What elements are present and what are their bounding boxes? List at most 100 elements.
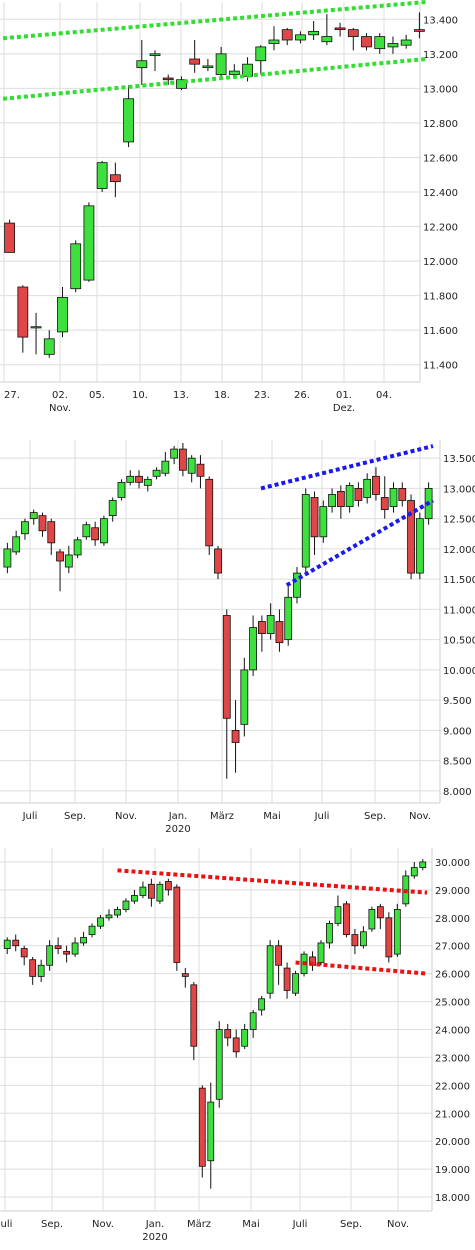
candle-body: [71, 942, 79, 955]
candle-body: [363, 478, 372, 498]
candle-body: [143, 478, 152, 486]
candles: [4, 12, 425, 358]
candle-body: [97, 917, 104, 927]
candle-body: [12, 536, 21, 553]
x-tick-label: Nov.: [387, 1219, 409, 1230]
candle-body: [29, 959, 37, 977]
x-tick-label: März: [187, 1219, 211, 1230]
candle-body: [387, 43, 399, 48]
candle-body: [284, 596, 293, 641]
y-tick-label: 13.500: [443, 454, 475, 465]
y-tick-label: 12.500: [443, 515, 475, 526]
trend-line: [117, 868, 428, 895]
x-tick-label: Mai: [263, 811, 281, 822]
candle-body: [419, 861, 427, 868]
y-tick-label: 18.000: [435, 1193, 470, 1204]
y-tick-label: 12.200: [423, 223, 458, 234]
candle-body: [224, 1029, 232, 1039]
x-tick-label: Jan.: [145, 1219, 165, 1230]
x-tick-label: 04.: [376, 390, 392, 401]
candle-body: [222, 615, 231, 719]
candle-body: [295, 34, 306, 41]
candle-body: [410, 867, 418, 877]
candle-body: [17, 286, 29, 338]
candle-body: [266, 615, 275, 634]
candle-body: [232, 1037, 240, 1053]
candle-body: [21, 521, 29, 535]
x-tick-label: 10.: [132, 390, 148, 401]
y-tick-label: 10.000: [443, 666, 475, 677]
trend-line: [2, 57, 427, 101]
candle-body: [268, 39, 280, 44]
candle-body: [372, 475, 380, 495]
candle-body: [109, 174, 121, 183]
candle-body: [88, 925, 96, 935]
candle-body: [57, 296, 68, 333]
candle-body: [215, 53, 227, 75]
candle-body: [415, 518, 424, 574]
candle-body: [189, 58, 201, 65]
y-tick-label: 19.000: [435, 1165, 470, 1176]
y-tick-label: 12.000: [423, 257, 458, 268]
candle-body: [317, 942, 325, 963]
y-tick-label: 11.600: [423, 326, 458, 337]
candle-body: [361, 36, 372, 48]
candle-body: [343, 903, 350, 935]
candles: [3, 859, 427, 1189]
candle-body: [181, 973, 189, 977]
x-tick-label: 02.: [52, 390, 68, 401]
candle-body: [308, 30, 320, 36]
candle-body: [114, 909, 121, 916]
candle-body: [207, 1101, 215, 1162]
candle-body: [345, 484, 354, 507]
candle-body: [73, 539, 82, 556]
y-tick-label: 9.500: [443, 696, 472, 707]
x-tick-label: 18.: [214, 390, 230, 401]
candle-body: [46, 945, 54, 966]
candle-body: [385, 917, 393, 958]
x-tick-sublabel: Dez.: [333, 403, 355, 414]
y-tick-label: 25.000: [435, 998, 470, 1009]
candle-body: [292, 973, 299, 994]
candle-body: [334, 27, 346, 31]
candle-body: [413, 29, 425, 32]
trend-line: [260, 444, 434, 491]
candle-body: [122, 900, 130, 910]
trend-line: [285, 498, 435, 587]
y-tick-label: 13.400: [423, 15, 458, 26]
candle-body: [293, 572, 301, 598]
candle-body: [400, 39, 412, 46]
candle-body: [37, 964, 45, 977]
x-tick-label: Nov.: [92, 1219, 114, 1230]
candle-body: [319, 506, 328, 538]
y-tick-label: 8.500: [443, 757, 472, 768]
candle-body: [275, 945, 283, 966]
candle-body: [47, 521, 56, 544]
trend-line: [2, 0, 427, 41]
y-tick-label: 13.000: [443, 484, 475, 495]
x-tick-label: Nov.: [115, 811, 137, 822]
x-tick-label: Juli: [0, 1219, 12, 1230]
candle-body: [162, 77, 174, 81]
y-tick-label: 12.000: [443, 545, 475, 556]
dax-weekly-chart-1: 13.500 13.000 12.500 12.000 11.500 11.000 10.5…: [0, 440, 475, 835]
candle-body: [3, 548, 12, 568]
y-tick-label: 30.000: [435, 858, 470, 869]
x-tick-label: Mai: [242, 1219, 260, 1230]
y-tick-label: 21.000: [435, 1109, 470, 1120]
candle-body: [376, 906, 384, 919]
candle-body: [176, 79, 187, 89]
x-tick-label: 13.: [173, 390, 189, 401]
x-tick-label: März: [210, 811, 234, 822]
y-tick-label: 23.000: [435, 1053, 470, 1064]
candle-body: [164, 881, 172, 891]
candle-body: [202, 65, 214, 69]
candle-body: [139, 886, 147, 896]
y-tick-label: 29.000: [435, 886, 470, 897]
y-tick-label: 13.000: [423, 84, 458, 95]
x-tick-label: Nov.: [409, 811, 431, 822]
candle-body: [136, 60, 148, 69]
x-tick-label: 05.: [89, 390, 105, 401]
y-tick-label: 26.000: [435, 970, 470, 981]
candle-body: [152, 469, 161, 477]
